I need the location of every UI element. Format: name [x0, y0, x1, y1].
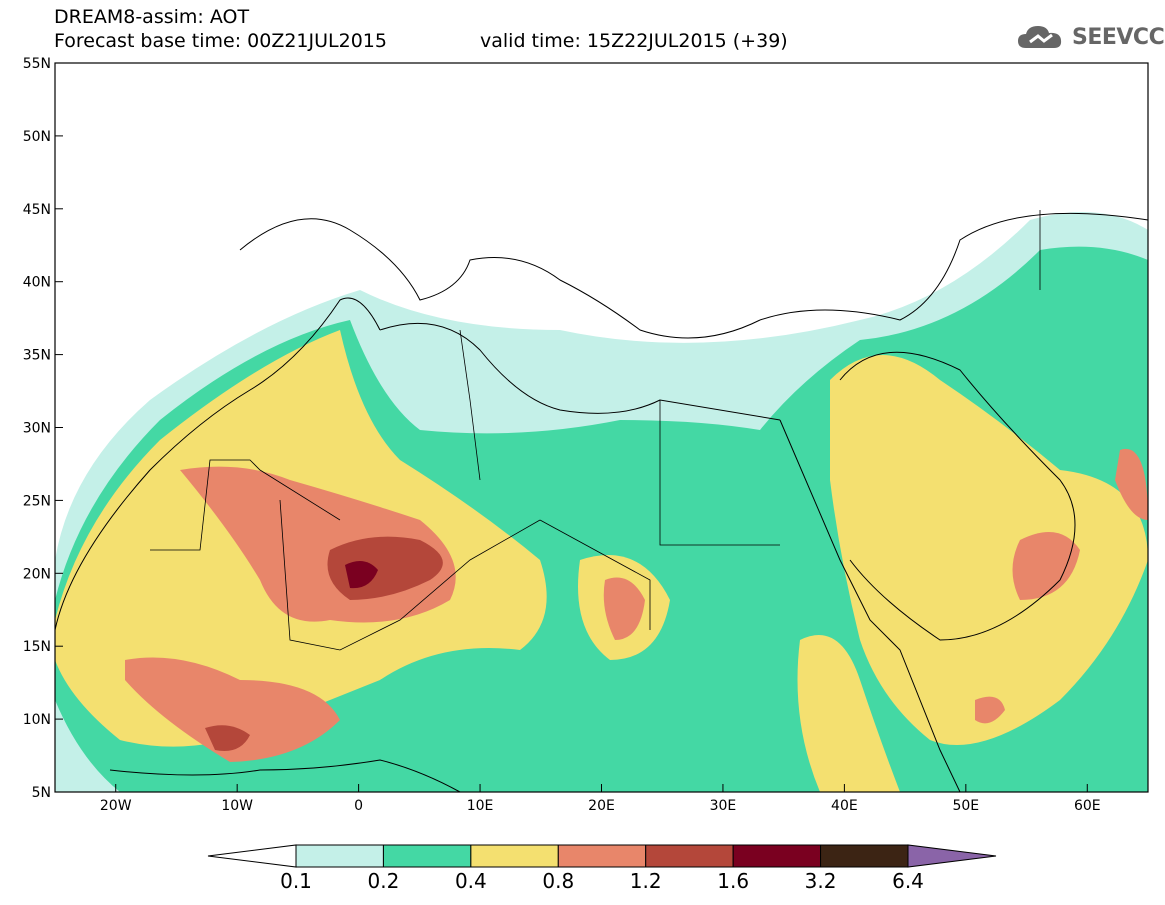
- map-title: DREAM8-assim: AOT: [54, 6, 250, 28]
- lon-tick-label: 0: [354, 798, 363, 814]
- lon-tick-label: 50E: [952, 798, 979, 814]
- colorbar-right-arrow: [907, 844, 997, 868]
- colorbar-box: [820, 844, 909, 868]
- lon-tick-label: 10W: [221, 798, 253, 814]
- colorbar-label: 6.4: [892, 869, 924, 893]
- lat-tick-label: 20N: [23, 566, 51, 582]
- aot-contour-0.4-east-africa: [797, 635, 900, 792]
- colorbar-boxes: [207, 844, 997, 868]
- colorbar-label: 0.1: [280, 869, 312, 893]
- lon-tick-label: 20W: [100, 798, 132, 814]
- lat-tick-label: 25N: [23, 493, 51, 509]
- borders: [150, 210, 1041, 651]
- lat-tick-label: 50N: [23, 129, 51, 145]
- lon-tick-label: 20E: [588, 798, 615, 814]
- logo-text: SEEVCCC: [1072, 24, 1165, 50]
- colorbar-label: 0.4: [455, 869, 487, 893]
- lat-tick-label: 35N: [23, 348, 51, 364]
- valid-time: valid time: 15Z22JUL2015 (+39): [480, 30, 788, 52]
- lon-tick-label: 10E: [467, 798, 494, 814]
- lat-tick-label: 40N: [23, 275, 51, 291]
- aot-contour-0.8-iran: [1115, 448, 1148, 520]
- colorbar-box: [557, 844, 647, 868]
- lat-tick-label: 45N: [23, 202, 51, 218]
- colorbar-box: [382, 844, 472, 868]
- colorbar-labels: 0.1 0.2 0.4 0.8 1.2 1.6 3.2 6.4: [280, 869, 924, 893]
- colorbar-label: 3.2: [805, 869, 837, 893]
- lat-tick-label: 5N: [32, 785, 51, 801]
- aot-contour-0.8-guinea: [125, 657, 340, 762]
- aot-contour-0.8-oman: [1012, 532, 1080, 600]
- lon-tick-label: 60E: [1074, 798, 1101, 814]
- lon-tick-label: 30E: [710, 798, 737, 814]
- colorbar-box: [295, 844, 384, 868]
- lat-tick-label: 55N: [23, 56, 51, 72]
- colorbar-left-arrow: [207, 844, 297, 868]
- cloud-logo-icon: [1018, 26, 1062, 48]
- colorbar-box: [732, 844, 822, 868]
- lat-axis: 55N 50N 45N 40N 35N 30N 25N 20N 15N 10N 5N: [23, 56, 63, 801]
- colorbar-label: 1.6: [717, 869, 749, 893]
- forecast-base-time: Forecast base time: 00Z21JUL2015: [54, 30, 387, 52]
- colorbar-box: [470, 844, 559, 868]
- colorbar-box: [645, 844, 734, 868]
- aot-contour-0.4-arabia: [830, 355, 1148, 745]
- lat-tick-label: 15N: [23, 639, 51, 655]
- coastlines: [54, 212, 1149, 793]
- lat-tick-label: 10N: [23, 712, 51, 728]
- lat-tick-label: 30N: [23, 421, 51, 437]
- seevccc-logo: SEEVCCC: [1016, 20, 1165, 54]
- lon-axis: 20W 10W 0 10E 20E 30E 40E 50E 60E: [100, 784, 1101, 814]
- aot-contour-0.8-somalia: [975, 696, 1005, 724]
- colorbar-label: 0.2: [368, 869, 400, 893]
- aot-contour-1.2-guinea: [205, 725, 250, 751]
- colorbar-label: 1.2: [630, 869, 662, 893]
- aot-contour-0.8-chad: [603, 577, 645, 640]
- aot-field: [55, 63, 1148, 792]
- lon-tick-label: 40E: [831, 798, 858, 814]
- aot-contour-1.6: [345, 561, 378, 589]
- colorbar-label: 0.8: [542, 869, 574, 893]
